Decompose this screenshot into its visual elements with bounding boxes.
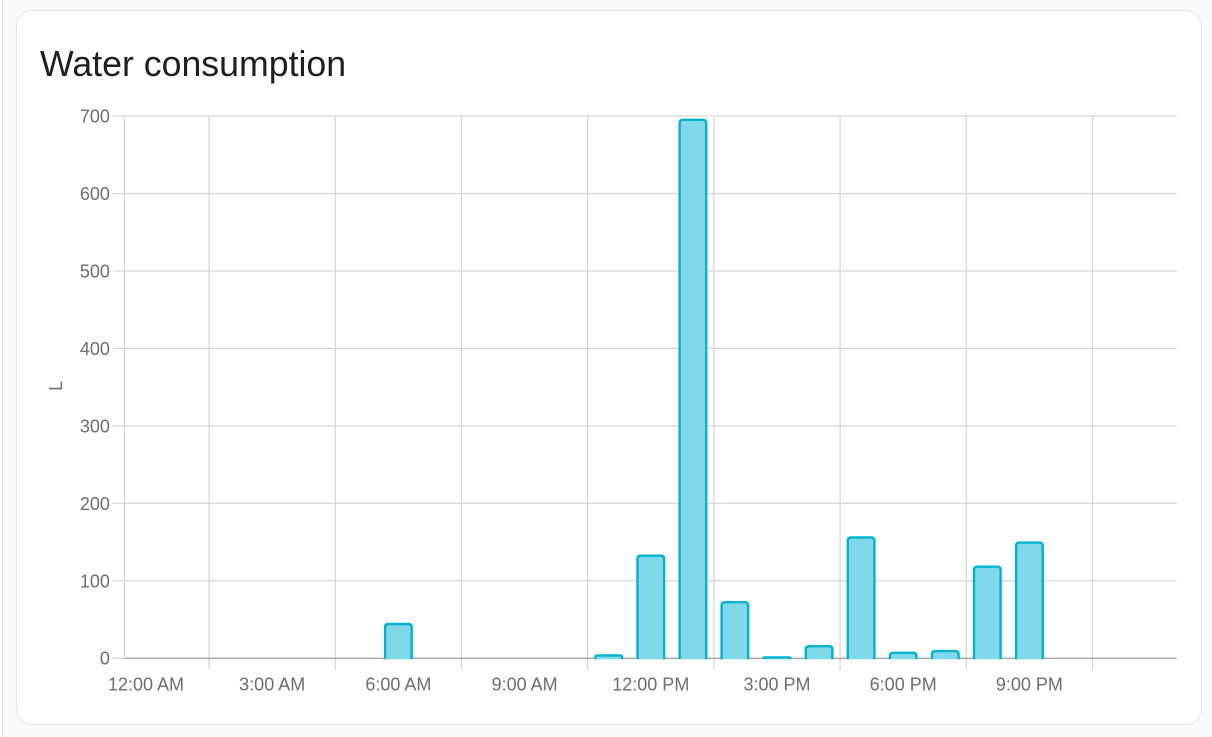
svg-text:3:00 PM: 3:00 PM <box>743 675 810 695</box>
svg-text:100: 100 <box>80 571 110 591</box>
svg-text:0: 0 <box>100 649 110 669</box>
svg-text:600: 600 <box>80 184 110 204</box>
svg-text:400: 400 <box>80 339 110 359</box>
svg-text:6:00 PM: 6:00 PM <box>870 675 937 695</box>
svg-text:9:00 AM: 9:00 AM <box>492 675 558 695</box>
svg-text:9:00 PM: 9:00 PM <box>996 675 1063 695</box>
svg-text:700: 700 <box>80 107 110 127</box>
svg-text:12:00 PM: 12:00 PM <box>612 675 689 695</box>
svg-text:3:00 AM: 3:00 AM <box>239 675 305 695</box>
svg-text:200: 200 <box>80 494 110 514</box>
svg-text:300: 300 <box>80 416 110 436</box>
svg-text:6:00 AM: 6:00 AM <box>365 675 431 695</box>
svg-text:12:00 AM: 12:00 AM <box>108 675 184 695</box>
svg-text:L: L <box>46 381 66 391</box>
svg-text:500: 500 <box>80 262 110 282</box>
